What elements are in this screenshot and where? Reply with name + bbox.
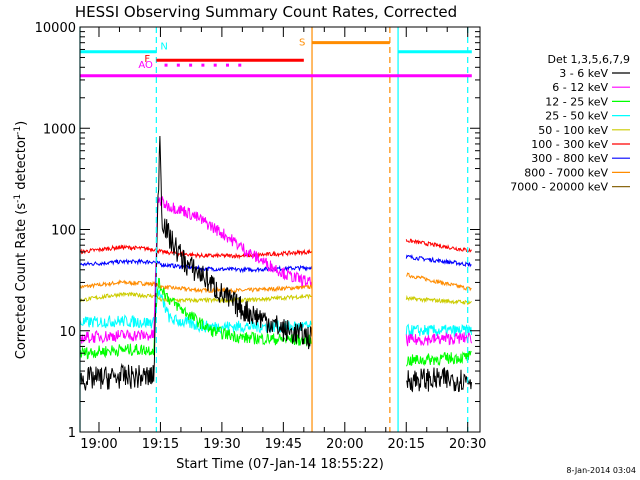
y-tick-label: 1 bbox=[68, 426, 76, 441]
x-tick-label: 20:15 bbox=[388, 437, 425, 452]
x-tick-label: 20:30 bbox=[449, 437, 486, 452]
flag-dot bbox=[164, 63, 168, 67]
chart-title: HESSI Observing Summary Count Rates, Cor… bbox=[75, 3, 457, 21]
legend-entry: 800 - 7000 keV bbox=[524, 166, 608, 179]
flag-dot bbox=[238, 63, 242, 67]
series-line bbox=[79, 195, 472, 347]
flag-dot bbox=[201, 63, 205, 67]
legend-title: Det 1,3,5,6,7,9 bbox=[547, 53, 630, 66]
x-tick-label: 20:00 bbox=[326, 437, 363, 452]
y-tick-label: 1000 bbox=[43, 122, 76, 137]
legend-entry: 3 - 6 keV bbox=[559, 67, 608, 80]
flag-label: F bbox=[144, 54, 150, 65]
flag-dot bbox=[225, 63, 229, 67]
legend-entry: 12 - 25 keV bbox=[545, 95, 608, 108]
y-tick-label: 10000 bbox=[35, 21, 76, 36]
y-tick-label: 100 bbox=[51, 224, 76, 239]
legend-entry: 50 - 100 keV bbox=[538, 124, 608, 137]
date-stamp: 8-Jan-2014 03:04 bbox=[566, 466, 636, 475]
series-line bbox=[79, 272, 472, 294]
legend-entry: 25 - 50 keV bbox=[545, 110, 608, 123]
x-tick-label: 19:45 bbox=[265, 437, 302, 452]
flag-label: AO bbox=[138, 60, 153, 71]
x-tick-label: 19:30 bbox=[203, 437, 240, 452]
flag-label: N bbox=[160, 42, 167, 53]
series-line bbox=[79, 238, 472, 260]
x-tick-label: 19:15 bbox=[142, 437, 179, 452]
legend-entry: 300 - 800 keV bbox=[531, 152, 608, 165]
flag-dot bbox=[189, 63, 193, 67]
flag-label: S bbox=[299, 38, 305, 49]
series-line bbox=[79, 291, 472, 306]
series-line bbox=[79, 135, 472, 393]
legend-entry: 100 - 300 keV bbox=[531, 138, 608, 151]
legend-entry: 6 - 12 keV bbox=[552, 81, 608, 94]
series-line bbox=[79, 277, 472, 367]
x-tick-label: 19:00 bbox=[80, 437, 117, 452]
plot-frame bbox=[79, 26, 481, 433]
legend-entry: 7000 - 20000 keV bbox=[510, 181, 608, 194]
y-axis-label: Corrected Count Rate (s-1 detector-1) bbox=[13, 121, 29, 359]
flag-dot bbox=[213, 63, 217, 67]
y-tick-label: 10 bbox=[59, 325, 76, 340]
flag-dot bbox=[176, 63, 180, 67]
x-axis-label: Start Time (07-Jan-14 18:55:22) bbox=[176, 457, 384, 472]
